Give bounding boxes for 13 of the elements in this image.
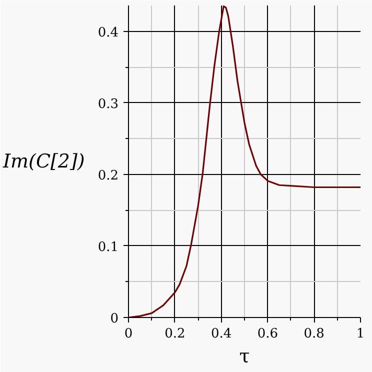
x-tick-label: 0.6 bbox=[257, 326, 278, 342]
y-tick-label: 0.4 bbox=[98, 25, 119, 40]
x-axis-title: τ bbox=[239, 346, 250, 368]
x-tick-label: 0 bbox=[124, 326, 133, 342]
x-tick-label: 0.4 bbox=[210, 326, 232, 342]
y-axis-title: Im(C[2]) bbox=[2, 150, 85, 172]
y-tick-label: 0.2 bbox=[98, 168, 119, 184]
y-tick-label: 0.1 bbox=[98, 240, 119, 255]
x-tick-label: 0.8 bbox=[304, 326, 324, 342]
x-tick-label: 1 bbox=[356, 326, 365, 342]
x-tick-label: 0.2 bbox=[164, 326, 186, 342]
y-tick-label: 0.3 bbox=[98, 96, 119, 112]
y-tick-label: 0 bbox=[110, 312, 119, 326]
